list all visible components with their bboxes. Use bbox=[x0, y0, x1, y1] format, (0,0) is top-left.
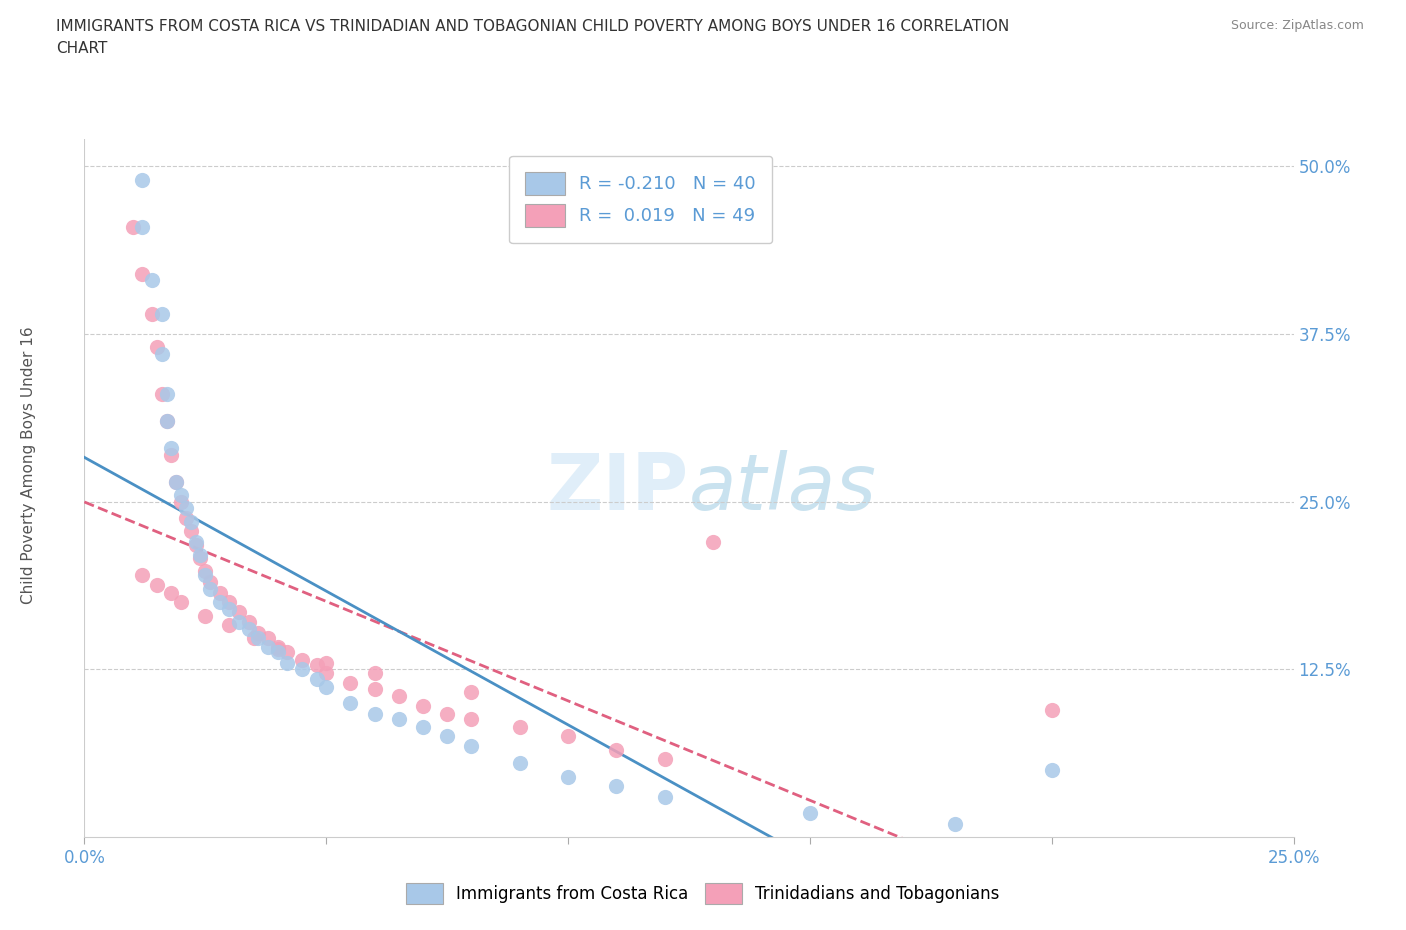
Point bbox=[257, 639, 280, 654]
Point bbox=[305, 658, 328, 672]
Point bbox=[238, 621, 260, 636]
Point bbox=[194, 608, 217, 623]
Point bbox=[799, 805, 821, 820]
Point bbox=[165, 474, 187, 489]
Point bbox=[257, 631, 280, 646]
Point bbox=[198, 581, 221, 596]
Point bbox=[247, 631, 270, 646]
Point bbox=[218, 595, 240, 610]
Point bbox=[228, 604, 250, 619]
Point bbox=[146, 578, 169, 592]
Point bbox=[557, 769, 579, 784]
Point bbox=[267, 642, 290, 657]
Point bbox=[509, 720, 531, 735]
Point bbox=[247, 626, 270, 641]
Point bbox=[509, 756, 531, 771]
Point bbox=[315, 655, 337, 670]
Point bbox=[160, 447, 183, 462]
Point bbox=[131, 172, 153, 187]
Point bbox=[174, 501, 197, 516]
Point bbox=[155, 387, 177, 402]
Point bbox=[146, 340, 169, 355]
Point bbox=[605, 742, 627, 757]
Point bbox=[190, 551, 212, 565]
Point bbox=[184, 535, 207, 550]
Point bbox=[654, 751, 676, 766]
Legend: Immigrants from Costa Rica, Trinidadians and Tobagonians: Immigrants from Costa Rica, Trinidadians… bbox=[398, 874, 1008, 912]
Point bbox=[1040, 763, 1063, 777]
Point bbox=[170, 487, 193, 502]
Point bbox=[141, 307, 163, 322]
Point bbox=[412, 720, 434, 735]
Text: Child Poverty Among Boys Under 16: Child Poverty Among Boys Under 16 bbox=[21, 326, 35, 604]
Legend: R = -0.210   N = 40, R =  0.019   N = 49: R = -0.210 N = 40, R = 0.019 N = 49 bbox=[509, 155, 772, 244]
Point bbox=[291, 653, 314, 668]
Point bbox=[605, 778, 627, 793]
Point bbox=[174, 511, 197, 525]
Point bbox=[460, 711, 482, 726]
Point bbox=[155, 414, 177, 429]
Point bbox=[194, 564, 217, 578]
Point bbox=[150, 307, 173, 322]
Point bbox=[339, 675, 361, 690]
Point bbox=[654, 790, 676, 804]
Point bbox=[460, 738, 482, 753]
Point bbox=[1040, 702, 1063, 717]
Point bbox=[131, 266, 153, 281]
Point bbox=[208, 595, 231, 610]
Point bbox=[388, 711, 411, 726]
Point bbox=[150, 347, 173, 362]
Point bbox=[170, 595, 193, 610]
Point bbox=[305, 671, 328, 686]
Point bbox=[131, 219, 153, 234]
Point bbox=[141, 272, 163, 287]
Point bbox=[460, 684, 482, 699]
Point bbox=[238, 615, 260, 630]
Point bbox=[242, 631, 264, 646]
Point bbox=[388, 689, 411, 704]
Point bbox=[363, 706, 385, 721]
Point bbox=[160, 586, 183, 601]
Point bbox=[150, 387, 173, 402]
Text: ZIP: ZIP bbox=[547, 450, 689, 526]
Point bbox=[208, 586, 231, 601]
Point bbox=[180, 514, 202, 529]
Point bbox=[194, 568, 217, 583]
Point bbox=[363, 682, 385, 697]
Point bbox=[557, 729, 579, 744]
Point bbox=[218, 602, 240, 617]
Point bbox=[155, 414, 177, 429]
Point bbox=[943, 817, 966, 831]
Point bbox=[276, 644, 298, 659]
Point bbox=[412, 698, 434, 713]
Point bbox=[339, 696, 361, 711]
Point bbox=[180, 524, 202, 538]
Point bbox=[315, 666, 337, 681]
Point bbox=[436, 729, 458, 744]
Point bbox=[291, 662, 314, 677]
Point bbox=[184, 538, 207, 552]
Point bbox=[121, 219, 143, 234]
Point bbox=[363, 666, 385, 681]
Point bbox=[218, 618, 240, 632]
Point bbox=[160, 441, 183, 456]
Text: Source: ZipAtlas.com: Source: ZipAtlas.com bbox=[1230, 19, 1364, 32]
Text: IMMIGRANTS FROM COSTA RICA VS TRINIDADIAN AND TOBAGONIAN CHILD POVERTY AMONG BOY: IMMIGRANTS FROM COSTA RICA VS TRINIDADIA… bbox=[56, 19, 1010, 56]
Point bbox=[170, 494, 193, 509]
Point bbox=[190, 548, 212, 563]
Point bbox=[436, 706, 458, 721]
Point bbox=[702, 535, 724, 550]
Point bbox=[267, 639, 290, 654]
Point bbox=[267, 644, 290, 659]
Point bbox=[198, 575, 221, 590]
Point bbox=[315, 679, 337, 694]
Point bbox=[228, 615, 250, 630]
Point bbox=[276, 655, 298, 670]
Text: atlas: atlas bbox=[689, 450, 877, 526]
Point bbox=[165, 474, 187, 489]
Point bbox=[131, 568, 153, 583]
